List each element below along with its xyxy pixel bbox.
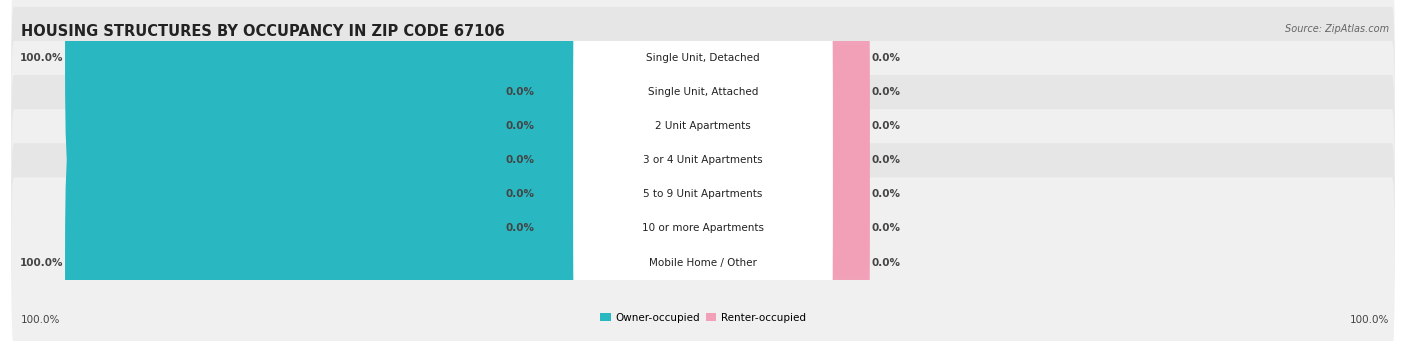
FancyBboxPatch shape (823, 148, 870, 341)
FancyBboxPatch shape (11, 7, 1395, 177)
Text: 100.0%: 100.0% (20, 53, 63, 63)
FancyBboxPatch shape (823, 12, 870, 241)
Text: 5 to 9 Unit Apartments: 5 to 9 Unit Apartments (644, 189, 762, 199)
Text: 100.0%: 100.0% (20, 257, 63, 268)
FancyBboxPatch shape (823, 0, 870, 207)
FancyBboxPatch shape (536, 114, 583, 341)
Text: 100.0%: 100.0% (21, 315, 60, 325)
FancyBboxPatch shape (11, 0, 1395, 143)
FancyBboxPatch shape (574, 0, 832, 207)
FancyBboxPatch shape (11, 41, 1395, 211)
Text: 0.0%: 0.0% (872, 87, 900, 97)
Text: 100.0%: 100.0% (1350, 315, 1389, 325)
FancyBboxPatch shape (11, 109, 1395, 280)
Text: Single Unit, Attached: Single Unit, Attached (648, 87, 758, 97)
FancyBboxPatch shape (823, 114, 870, 341)
Text: 2 Unit Apartments: 2 Unit Apartments (655, 121, 751, 131)
Text: Source: ZipAtlas.com: Source: ZipAtlas.com (1285, 24, 1389, 34)
Text: 0.0%: 0.0% (872, 155, 900, 165)
Text: HOUSING STRUCTURES BY OCCUPANCY IN ZIP CODE 67106: HOUSING STRUCTURES BY OCCUPANCY IN ZIP C… (21, 24, 505, 39)
Text: 0.0%: 0.0% (872, 223, 900, 234)
Text: 0.0%: 0.0% (506, 189, 534, 199)
Text: Mobile Home / Other: Mobile Home / Other (650, 257, 756, 268)
Text: 0.0%: 0.0% (506, 121, 534, 131)
Text: 0.0%: 0.0% (872, 189, 900, 199)
Text: 0.0%: 0.0% (872, 121, 900, 131)
Text: 0.0%: 0.0% (506, 155, 534, 165)
Text: 0.0%: 0.0% (872, 53, 900, 63)
FancyBboxPatch shape (11, 143, 1395, 314)
FancyBboxPatch shape (536, 12, 583, 241)
FancyBboxPatch shape (574, 46, 832, 341)
FancyBboxPatch shape (65, 0, 583, 173)
FancyBboxPatch shape (11, 177, 1395, 341)
FancyBboxPatch shape (574, 0, 832, 275)
FancyBboxPatch shape (574, 12, 832, 309)
Text: 0.0%: 0.0% (872, 257, 900, 268)
FancyBboxPatch shape (574, 80, 832, 341)
Text: Single Unit, Detached: Single Unit, Detached (647, 53, 759, 63)
FancyBboxPatch shape (823, 80, 870, 309)
FancyBboxPatch shape (65, 148, 583, 341)
FancyBboxPatch shape (536, 0, 583, 207)
Text: 0.0%: 0.0% (506, 223, 534, 234)
Text: 0.0%: 0.0% (506, 87, 534, 97)
FancyBboxPatch shape (11, 75, 1395, 246)
Text: 10 or more Apartments: 10 or more Apartments (643, 223, 763, 234)
FancyBboxPatch shape (536, 80, 583, 309)
FancyBboxPatch shape (574, 0, 832, 241)
FancyBboxPatch shape (823, 0, 870, 173)
Legend: Owner-occupied, Renter-occupied: Owner-occupied, Renter-occupied (596, 309, 810, 327)
FancyBboxPatch shape (536, 46, 583, 275)
FancyBboxPatch shape (574, 114, 832, 341)
Text: 3 or 4 Unit Apartments: 3 or 4 Unit Apartments (643, 155, 763, 165)
FancyBboxPatch shape (823, 46, 870, 275)
